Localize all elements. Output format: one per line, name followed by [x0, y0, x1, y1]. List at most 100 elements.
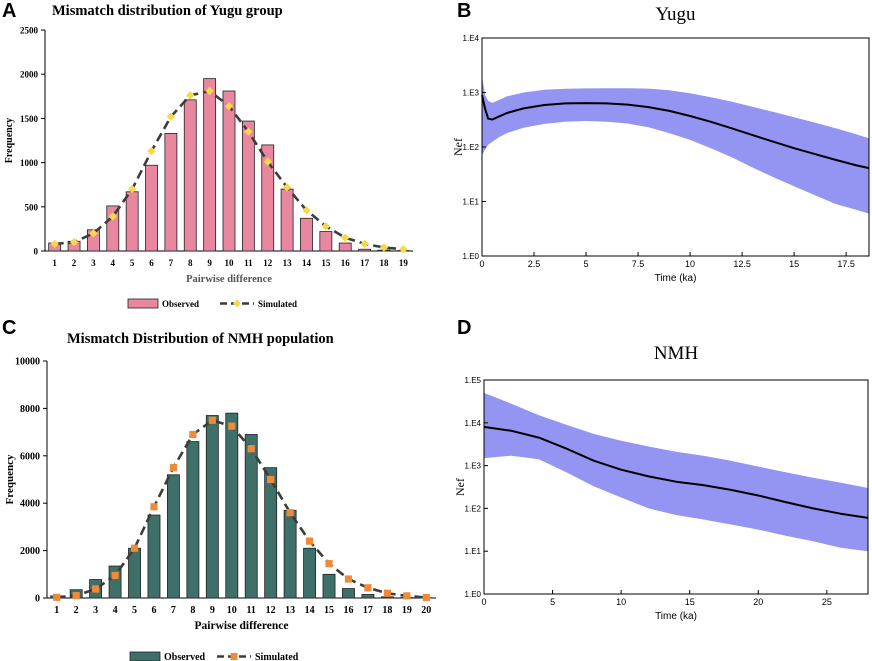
- y-tick-label: 0: [34, 247, 39, 257]
- observed-bar: [264, 467, 278, 599]
- x-tick-label: 11: [246, 605, 255, 616]
- panel-a: A Mismatch distribution of Yugu group 0 500…: [2, 0, 413, 309]
- simulated-point: [263, 157, 272, 166]
- x-tick-label: 3: [91, 258, 96, 268]
- simulated-point: [383, 589, 391, 597]
- x-tick-label: 6: [151, 605, 156, 616]
- panel-letter: D: [457, 317, 471, 339]
- x-tick-label: 2: [72, 258, 77, 268]
- x-tick-label: 7: [169, 258, 174, 268]
- simulated-point: [72, 592, 80, 600]
- y-tick-label: 6000: [20, 451, 40, 462]
- x-tick-label: 10: [685, 259, 695, 269]
- x-axis-label: Time (ka): [655, 611, 697, 622]
- observed-bar: [164, 133, 178, 252]
- observed-bar: [283, 509, 297, 599]
- hpd-band: [482, 76, 869, 214]
- x-tick-label: 4: [111, 258, 116, 268]
- legend-observed-label: Observed: [162, 299, 199, 309]
- x-tick-label: 5: [132, 605, 137, 616]
- y-tick-label: 1.E0: [463, 252, 480, 261]
- observed-bar: [319, 231, 333, 252]
- x-tick-label: 0: [479, 259, 484, 269]
- x-tick-label: 17.5: [837, 259, 855, 269]
- observed-bar: [241, 120, 255, 252]
- chart-title: NMH: [654, 343, 699, 364]
- x-tick-label: 17: [360, 258, 370, 268]
- panel-b: B Yugu 1.E0 1.E1 1.E2 1.E3 1.E4 0 2.5 5 7.5 10 12.5 1…: [451, 0, 870, 284]
- observed-bar: [205, 415, 219, 599]
- simulated-point: [282, 183, 292, 192]
- simulated-point: [127, 184, 137, 194]
- x-tick-label: 20: [421, 605, 431, 616]
- x-tick-label: 4: [113, 605, 118, 616]
- simulated-point: [341, 233, 350, 242]
- y-tick-label: 1.E4: [463, 34, 480, 43]
- y-axis-label: Nef: [453, 478, 467, 496]
- observed-bar: [303, 547, 317, 599]
- simulated-point: [208, 416, 216, 424]
- x-tick-label: 3: [93, 605, 98, 616]
- x-tick-label: 18: [382, 605, 392, 616]
- x-tick-label: 9: [207, 258, 212, 268]
- observed-bar: [300, 217, 313, 252]
- observed-bar: [183, 99, 197, 252]
- x-tick-label: 20: [753, 597, 763, 607]
- x-tick-label: 10: [616, 597, 626, 607]
- observed-bar: [125, 191, 139, 252]
- panel-c: C Mismatch Distribution of NMH population…: [2, 317, 436, 661]
- observed-bar: [342, 588, 355, 599]
- simulated-point: [130, 544, 139, 552]
- x-tick-label: 15: [789, 259, 799, 269]
- simulated-point: [364, 584, 372, 592]
- x-tick-label: 7: [171, 605, 176, 616]
- simulated-point: [89, 229, 98, 238]
- simulated-point: [166, 112, 176, 121]
- x-tick-label: 5: [584, 259, 589, 269]
- y-tick-label: 10000: [15, 357, 40, 368]
- y-axis-label: Nef: [451, 138, 465, 156]
- x-tick-label: 11: [244, 258, 253, 268]
- simulated-point: [189, 430, 197, 439]
- observed-bar: [358, 248, 371, 252]
- simulated-point: [302, 206, 311, 215]
- y-tick-label: 2000: [20, 70, 39, 80]
- simulated-point: [247, 445, 255, 453]
- simulated-point: [69, 237, 79, 247]
- y-tick-label: 4000: [20, 499, 40, 510]
- observed-bar: [322, 573, 336, 599]
- x-tick-label: 10: [227, 605, 237, 616]
- simulated-point: [399, 245, 408, 254]
- x-tick-label: 8: [190, 605, 195, 616]
- x-tick-label: 18: [379, 258, 389, 268]
- y-tick-label: 0: [35, 594, 40, 605]
- x-tick-label: 12: [263, 258, 273, 268]
- simulated-point: [286, 509, 294, 517]
- x-axis-label: Pairwise difference: [186, 274, 272, 285]
- x-tick-label: 5: [550, 597, 555, 607]
- x-tick-label: 14: [302, 258, 312, 268]
- observed-bar: [361, 594, 375, 599]
- y-tick-label: 1.E2: [465, 504, 482, 513]
- x-axis-label: Time (ka): [655, 273, 697, 284]
- x-tick-label: 19: [399, 258, 409, 268]
- chart-title: Yugu: [655, 4, 696, 25]
- panel-d: D NMH 1.E0 1.E1 1.E2 1.E3 1.E4 1.E5 0 5 10 15 20 25 Ti…: [453, 317, 869, 622]
- legend-observed-swatch: [129, 651, 161, 661]
- panel-letter: C: [2, 317, 16, 339]
- observed-bar: [166, 474, 180, 599]
- y-tick-label: 1.E1: [463, 198, 480, 207]
- y-tick-label: 2500: [20, 26, 39, 36]
- panel-letter: B: [457, 0, 471, 22]
- observed-bar: [280, 188, 294, 252]
- panel-letter: A: [2, 0, 16, 22]
- simulated-point: [50, 239, 59, 249]
- simulated-point: [205, 86, 214, 96]
- x-tick-label: 1: [52, 258, 57, 268]
- x-tick-label: 12: [266, 605, 276, 616]
- simulated-point: [53, 593, 61, 601]
- simulated-point: [325, 560, 333, 568]
- simulated-point: [108, 212, 117, 221]
- hpd-band: [484, 392, 868, 552]
